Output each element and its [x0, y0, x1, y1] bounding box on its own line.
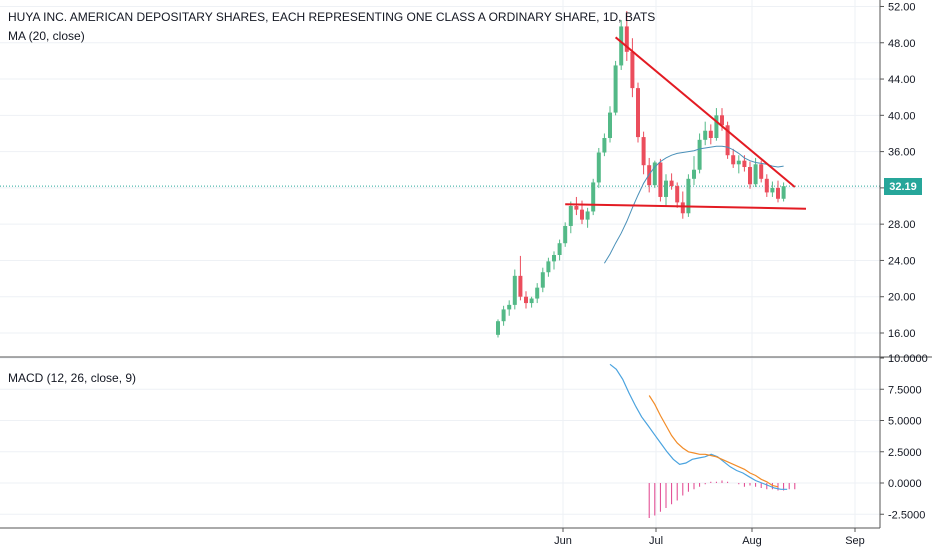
grid [0, 0, 880, 528]
candle-body [708, 130, 713, 138]
candle-body [669, 180, 674, 187]
price-tick-label: 52.00 [888, 1, 916, 13]
candle-body [703, 130, 708, 140]
support-trendline [565, 203, 807, 210]
candle-body [720, 115, 724, 126]
macd-tick-label: -2.5000 [888, 509, 925, 521]
candle-body [742, 160, 747, 168]
price-tick-label: 40.00 [888, 110, 916, 122]
candle-body [675, 186, 680, 203]
candle-body [619, 26, 624, 66]
candle-body [725, 125, 730, 156]
candle-body [507, 304, 512, 310]
candle-body [552, 254, 556, 262]
candle-body [524, 296, 528, 304]
price-tick-label: 24.00 [888, 255, 916, 267]
candle-body [613, 65, 618, 113]
candle-body [731, 155, 736, 165]
candle-body [563, 225, 568, 244]
ma-legend: MA (20, close) [8, 29, 85, 43]
candle-body [608, 112, 612, 138]
chart-title: HUYA INC. AMERICAN DEPOSITARY SHARES, EA… [8, 10, 656, 24]
candle-body [602, 137, 607, 153]
macd-tick-label: 5.0000 [888, 416, 922, 428]
candle-body [580, 209, 584, 220]
candle-body [574, 206, 579, 210]
candle-body [518, 275, 523, 297]
tick-labels: 16.0020.0024.0028.0032.0036.0040.0044.00… [554, 1, 928, 547]
time-tick-label: Aug [742, 535, 762, 547]
candle-body [624, 26, 629, 52]
candle-body [714, 115, 719, 138]
candle-body [529, 298, 534, 304]
candle-body [692, 169, 696, 179]
candle-body [652, 162, 657, 186]
last-price-label: 32.19 [889, 180, 917, 193]
candle-body [585, 211, 590, 220]
candle-body [781, 186, 786, 199]
macd-legend: MACD (12, 26, close, 9) [8, 371, 137, 385]
candle-body [776, 187, 780, 199]
candle-body [512, 275, 517, 305]
macd-line [609, 363, 788, 490]
axes [0, 0, 932, 532]
candle-body [535, 287, 540, 299]
candle-body [664, 180, 668, 197]
candle-body [748, 167, 752, 185]
ma-layer [603, 145, 784, 264]
macd-layer [609, 363, 796, 518]
price-tick-label: 48.00 [888, 38, 916, 50]
signal-line [648, 395, 779, 488]
candle-body [596, 152, 601, 183]
ma-line [603, 145, 784, 264]
candles [496, 11, 786, 338]
macd-tick-label: 2.5000 [888, 447, 922, 459]
candle-body [496, 321, 500, 335]
macd-tick-label: 7.5000 [888, 384, 922, 396]
candle-body [764, 178, 769, 193]
candle-body [759, 164, 764, 179]
price-tick-label: 36.00 [888, 147, 916, 159]
candle-body [686, 178, 691, 214]
time-tick-label: Jul [649, 535, 663, 547]
trendlines [565, 36, 807, 210]
candle-body [736, 160, 741, 165]
candle-body [658, 162, 663, 197]
candle-body [630, 51, 635, 89]
time-tick-label: Sep [845, 535, 865, 547]
price-tick-label: 20.00 [888, 292, 916, 304]
candle-body [697, 139, 702, 170]
candle-body [753, 164, 758, 185]
candle-body [540, 272, 545, 288]
candle-body [641, 137, 646, 166]
time-tick-label: Jun [554, 535, 572, 547]
candle-body [557, 243, 562, 255]
candle-body [636, 88, 640, 138]
price-tick-label: 28.00 [888, 219, 916, 231]
price-tick-label: 16.00 [888, 328, 916, 340]
candle-body [680, 202, 685, 214]
price-tick-label: 44.00 [888, 74, 916, 86]
macd-tick-label: 10.0000 [888, 353, 928, 365]
candle-body [568, 206, 573, 226]
macd-tick-label: 0.0000 [888, 478, 922, 490]
last-price-badge: 32.19 [884, 178, 922, 195]
candle-body [770, 187, 775, 193]
descending-trendline [614, 36, 796, 188]
candle-body [546, 261, 551, 273]
candle-body [501, 309, 506, 322]
candle-body [591, 182, 596, 212]
